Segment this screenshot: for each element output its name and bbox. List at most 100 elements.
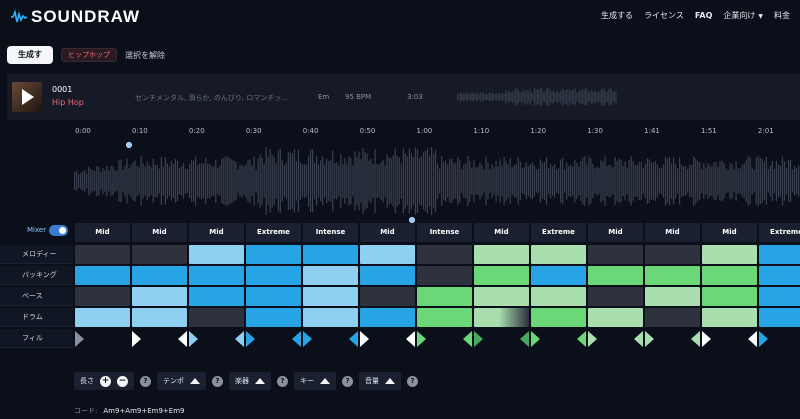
nav-generate[interactable]: 生成する bbox=[600, 11, 633, 20]
mixer-cell[interactable] bbox=[360, 308, 415, 327]
logo[interactable]: SOUNDRAW bbox=[10, 7, 140, 27]
mixer-cell[interactable] bbox=[189, 287, 244, 306]
mixer-cell[interactable] bbox=[417, 308, 472, 327]
help-icon[interactable]: ? bbox=[140, 375, 151, 387]
mixer-cell[interactable] bbox=[189, 308, 244, 327]
mixer-cell[interactable] bbox=[759, 308, 800, 327]
nav-license[interactable]: ライセンス bbox=[643, 11, 684, 20]
intensity-header[interactable]: Mid bbox=[132, 223, 187, 242]
mixer-cell[interactable] bbox=[702, 287, 757, 306]
mixer-cell[interactable] bbox=[588, 266, 643, 285]
mixer-cell[interactable] bbox=[645, 287, 700, 306]
mixer-cell[interactable] bbox=[303, 245, 358, 264]
intensity-header[interactable]: Mid bbox=[645, 223, 700, 242]
mixer-cell[interactable] bbox=[132, 287, 187, 306]
fill-toggle[interactable] bbox=[417, 329, 472, 348]
fill-toggle[interactable] bbox=[132, 329, 187, 348]
mixer-cell[interactable] bbox=[303, 308, 358, 327]
track-row[interactable]: 0001 Hip Hop センチメンタル, 滑らか, のんびり, ロマンチッ..… bbox=[7, 74, 800, 120]
mixer-cell[interactable] bbox=[531, 245, 586, 264]
mixer-cell[interactable] bbox=[132, 245, 187, 264]
mixer-cell[interactable] bbox=[759, 245, 800, 264]
clear-selection-link[interactable]: 選択を解除 bbox=[125, 50, 165, 60]
fill-toggle[interactable] bbox=[645, 329, 700, 348]
mixer-cell[interactable] bbox=[474, 287, 529, 306]
section-marker[interactable] bbox=[126, 142, 132, 148]
fill-toggle[interactable] bbox=[474, 329, 529, 348]
mixer-cell[interactable] bbox=[360, 245, 415, 264]
tempo-control[interactable]: テンポ bbox=[157, 372, 206, 390]
help-icon[interactable]: ? bbox=[407, 375, 418, 387]
mixer-cell[interactable] bbox=[588, 245, 643, 264]
mixer-cell[interactable] bbox=[474, 266, 529, 285]
play-icon[interactable] bbox=[22, 89, 34, 105]
mixer-cell[interactable] bbox=[588, 287, 643, 306]
fill-toggle[interactable] bbox=[246, 329, 301, 348]
intensity-header[interactable]: Mid bbox=[360, 223, 415, 242]
track-cover[interactable] bbox=[12, 82, 42, 112]
help-icon[interactable]: ? bbox=[342, 375, 353, 387]
intensity-header[interactable]: Extreme bbox=[531, 223, 586, 242]
mixer-cell[interactable] bbox=[75, 266, 130, 285]
intensity-header[interactable]: Intense bbox=[303, 223, 358, 242]
mixer-cell[interactable] bbox=[360, 287, 415, 306]
fill-toggle[interactable] bbox=[531, 329, 586, 348]
mixer-toggle[interactable] bbox=[49, 225, 68, 236]
mixer-cell[interactable] bbox=[531, 266, 586, 285]
fill-toggle[interactable] bbox=[189, 329, 244, 348]
nav-pricing[interactable]: 料金 bbox=[774, 11, 790, 20]
fill-toggle[interactable] bbox=[759, 329, 800, 348]
nav-enterprise[interactable]: 企業向け ▼ bbox=[723, 10, 763, 21]
intensity-header[interactable]: Mid bbox=[702, 223, 757, 242]
fill-toggle[interactable] bbox=[702, 329, 757, 348]
fill-toggle[interactable] bbox=[588, 329, 643, 348]
volume-control[interactable]: 音量 bbox=[359, 372, 401, 390]
instrument-control[interactable]: 楽器 bbox=[229, 372, 271, 390]
mixer-cell[interactable] bbox=[246, 308, 301, 327]
intensity-header[interactable]: Mid bbox=[588, 223, 643, 242]
fill-toggle[interactable] bbox=[360, 329, 415, 348]
fill-toggle[interactable] bbox=[303, 329, 358, 348]
help-icon[interactable]: ? bbox=[277, 375, 288, 387]
mixer-cell[interactable] bbox=[588, 308, 643, 327]
mixer-cell[interactable] bbox=[132, 308, 187, 327]
mixer-cell[interactable] bbox=[702, 308, 757, 327]
mixer-cell[interactable] bbox=[246, 245, 301, 264]
mixer-cell[interactable] bbox=[702, 245, 757, 264]
mixer-cell[interactable] bbox=[759, 266, 800, 285]
mixer-cell[interactable] bbox=[474, 308, 529, 327]
mixer-cell[interactable] bbox=[75, 308, 130, 327]
mixer-cell[interactable] bbox=[360, 266, 415, 285]
intensity-header[interactable]: Mid bbox=[75, 223, 130, 242]
mixer-cell[interactable] bbox=[75, 287, 130, 306]
mixer-cell[interactable] bbox=[132, 266, 187, 285]
nav-faq[interactable]: FAQ bbox=[694, 11, 713, 20]
mixer-marker[interactable] bbox=[409, 217, 415, 223]
mixer-cell[interactable] bbox=[474, 245, 529, 264]
intensity-header[interactable]: Mid bbox=[189, 223, 244, 242]
mixer-cell[interactable] bbox=[303, 287, 358, 306]
key-control[interactable]: キー bbox=[294, 372, 336, 390]
generate-button[interactable]: 生成する bbox=[7, 46, 53, 77]
mini-waveform[interactable] bbox=[457, 87, 617, 107]
mixer-cell[interactable] bbox=[645, 245, 700, 264]
intensity-header[interactable]: Extreme bbox=[246, 223, 301, 242]
intensity-header[interactable]: Mid bbox=[474, 223, 529, 242]
minus-icon[interactable]: − bbox=[117, 375, 128, 387]
genre-filter-chip[interactable]: ヒップホップ bbox=[61, 48, 117, 62]
intensity-header[interactable]: Intense bbox=[417, 223, 472, 242]
mixer-cell[interactable] bbox=[417, 266, 472, 285]
mixer-cell[interactable] bbox=[246, 266, 301, 285]
intensity-header[interactable]: Extreme bbox=[759, 223, 800, 242]
mixer-cell[interactable] bbox=[189, 245, 244, 264]
mixer-cell[interactable] bbox=[189, 266, 244, 285]
mixer-cell[interactable] bbox=[702, 266, 757, 285]
plus-icon[interactable]: + bbox=[100, 375, 111, 387]
mixer-cell[interactable] bbox=[531, 287, 586, 306]
mixer-cell[interactable] bbox=[246, 287, 301, 306]
mixer-cell[interactable] bbox=[75, 245, 130, 264]
help-icon[interactable]: ? bbox=[212, 375, 223, 387]
mixer-cell[interactable] bbox=[417, 287, 472, 306]
mixer-cell[interactable] bbox=[303, 266, 358, 285]
mixer-cell[interactable] bbox=[759, 287, 800, 306]
